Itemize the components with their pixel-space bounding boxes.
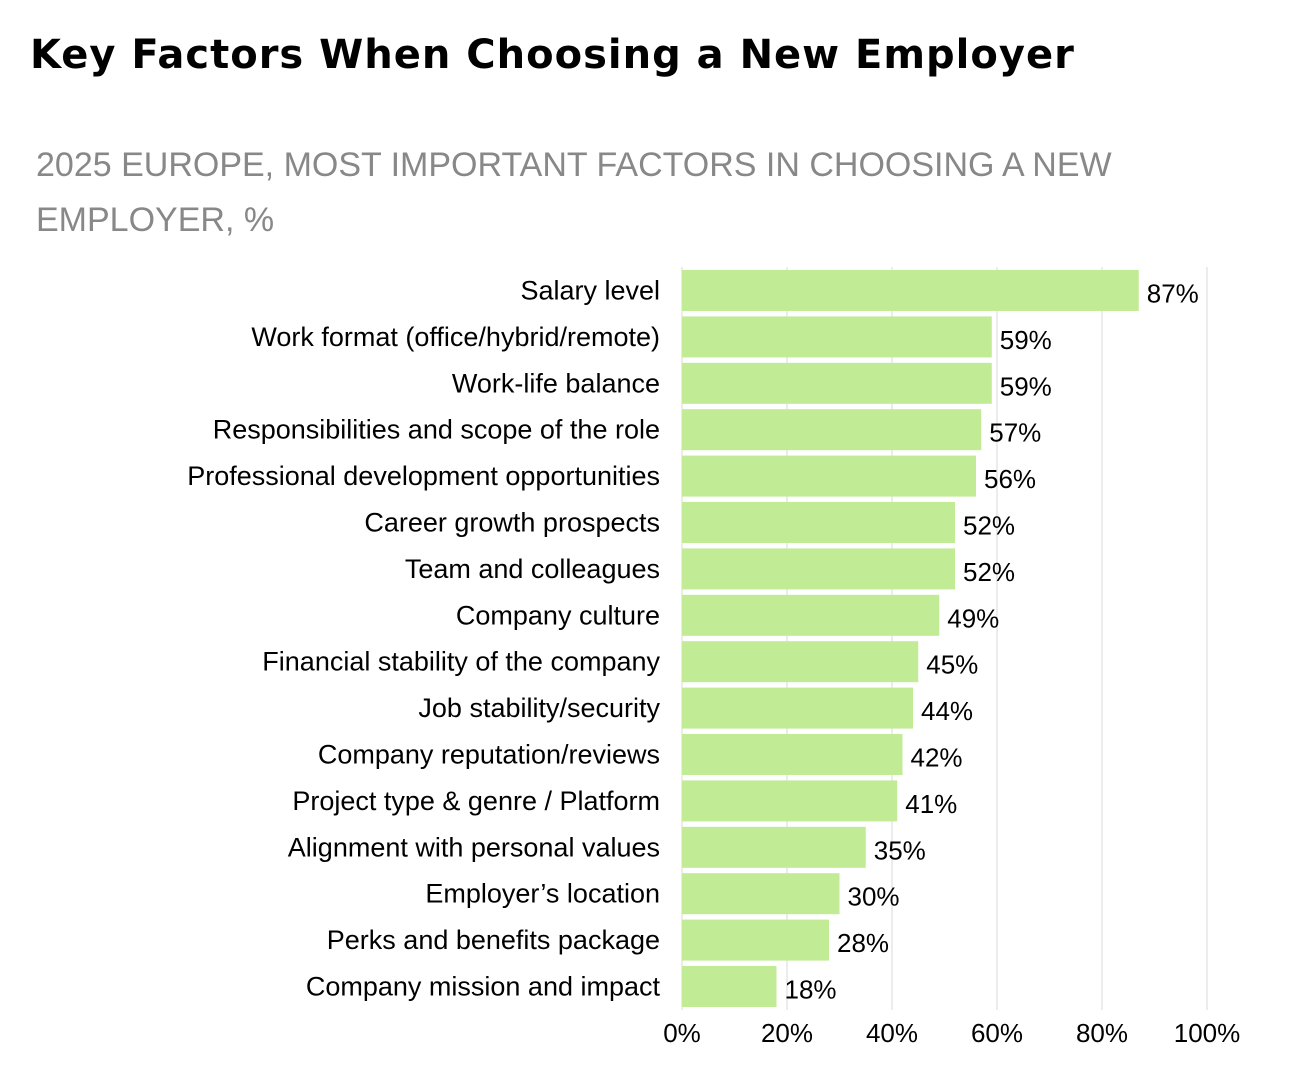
bar-10 [682,734,903,775]
category-label-3: Responsibilities and scope of the role [213,415,660,445]
bar-13 [682,873,840,915]
bar-0 [682,270,1139,311]
bar-1 [682,316,992,358]
x-tick-label-3: 60% [971,1018,1023,1048]
bar-12 [682,826,866,868]
category-label-7: Company culture [456,600,660,630]
value-label-0: 87% [1147,279,1199,309]
x-tick-label-5: 100% [1174,1018,1241,1048]
x-tick-label-0: 0% [663,1018,701,1048]
category-label-6: Team and colleagues [405,554,660,584]
value-label-14: 28% [837,928,889,958]
value-label-9: 44% [921,696,973,726]
category-label-1: Work format (office/hybrid/remote) [251,322,660,352]
bar-2 [682,362,992,404]
value-label-12: 35% [874,835,926,865]
category-label-12: Alignment with personal values [288,832,660,862]
bar-14 [682,919,829,961]
bar-8 [682,641,919,683]
x-tick-label-1: 20% [761,1018,813,1048]
bar-11 [682,780,898,822]
category-label-11: Project type & genre / Platform [292,786,660,816]
chart-subtitle: 2025 EUROPE, MOST IMPORTANT FACTORS IN C… [36,146,1112,239]
category-label-5: Career growth prospects [364,508,660,538]
category-label-4: Professional development opportunities [187,461,660,491]
value-label-10: 42% [911,743,963,773]
x-tick-label-4: 80% [1076,1018,1128,1048]
value-label-15: 18% [785,975,837,1005]
bar-4 [682,455,976,497]
value-label-4: 56% [984,464,1036,494]
category-label-13: Employer’s location [425,879,660,909]
value-label-8: 45% [926,650,978,680]
bar-6 [682,548,955,590]
category-label-0: Salary level [520,276,660,306]
category-label-14: Perks and benefits package [327,925,660,955]
bar-7 [682,594,940,636]
bar-15 [682,966,777,1007]
value-label-1: 59% [1000,325,1052,355]
value-label-3: 57% [989,418,1041,448]
category-label-9: Job stability/security [418,693,660,723]
value-label-11: 41% [905,789,957,819]
value-label-7: 49% [947,603,999,633]
bar-5 [682,502,955,543]
value-label-13: 30% [848,882,900,912]
chart-title: Key Factors When Choosing a New Employer [30,32,1075,78]
value-label-5: 52% [963,511,1015,541]
category-label-15: Company mission and impact [306,972,661,1002]
bar-9 [682,687,913,729]
value-label-2: 59% [1000,371,1052,401]
category-label-10: Company reputation/reviews [318,740,660,770]
bar-3 [682,409,982,451]
value-label-6: 52% [963,557,1015,587]
category-label-2: Work-life balance [452,368,660,398]
x-tick-label-2: 40% [866,1018,918,1048]
category-label-8: Financial stability of the company [262,647,660,677]
